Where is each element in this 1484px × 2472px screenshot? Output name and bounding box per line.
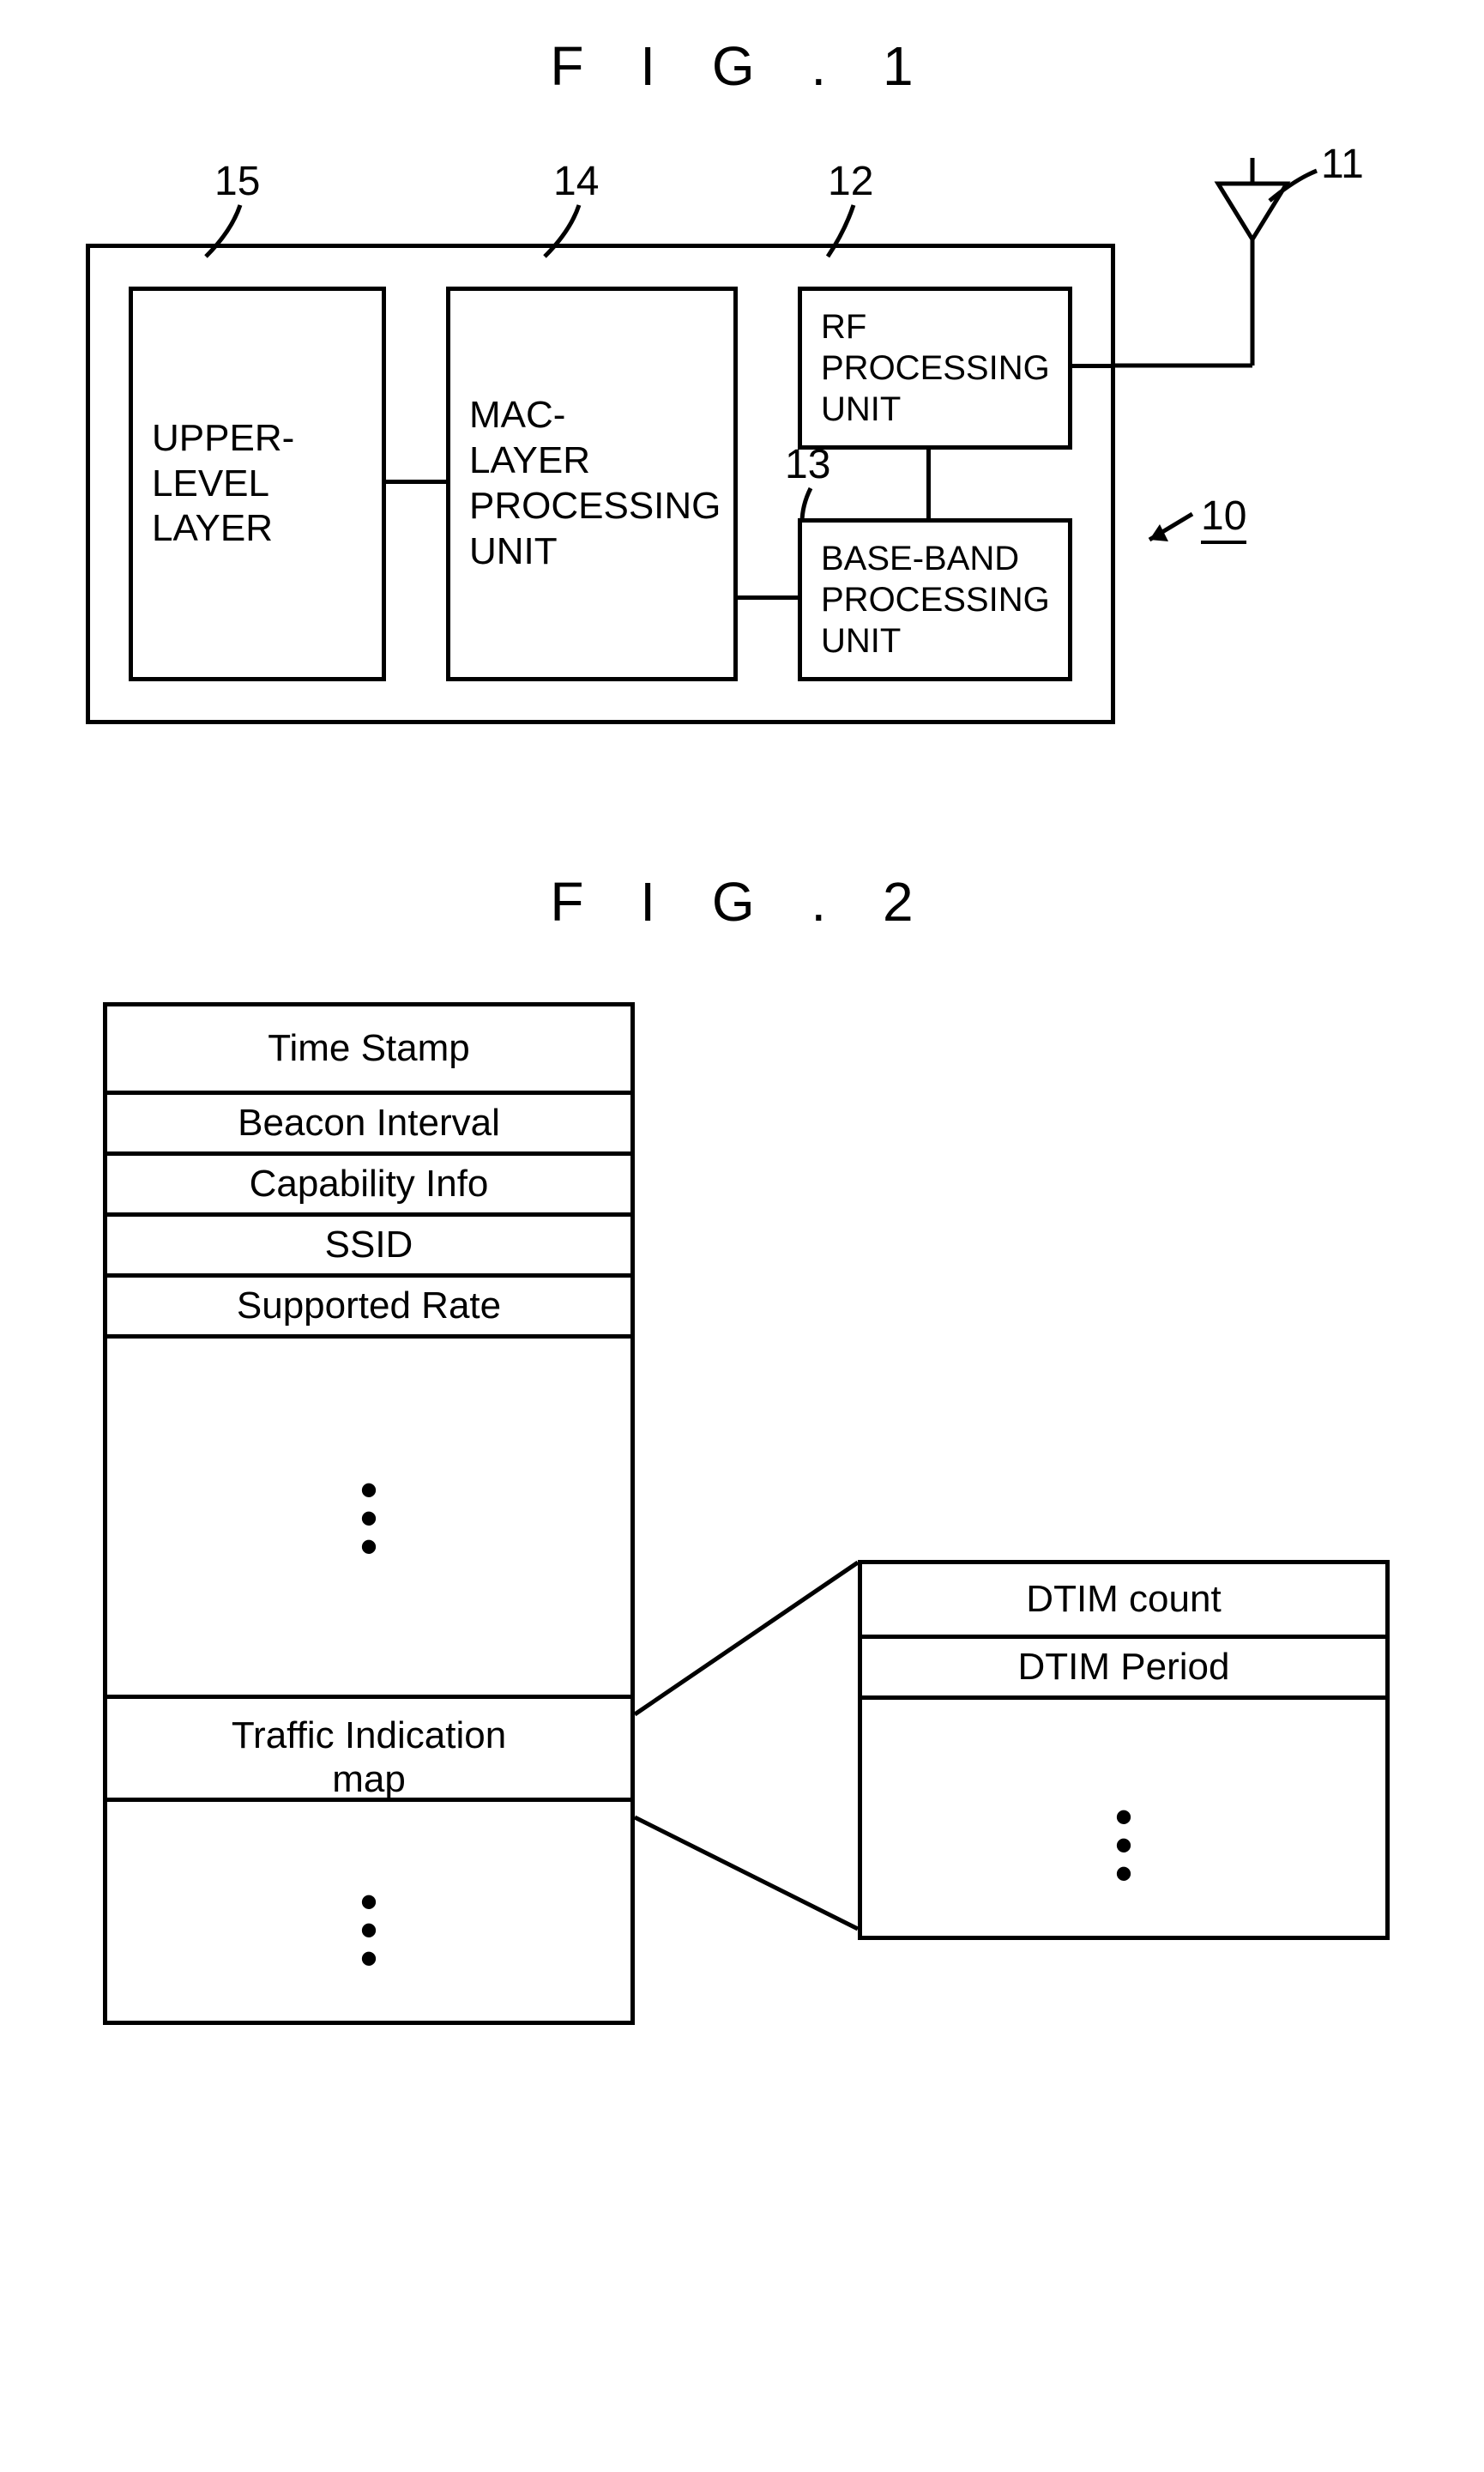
vdots-2: • • •: [107, 1798, 630, 2021]
field-capability: Capability Info: [107, 1151, 630, 1212]
fig2-diagram: Time Stamp Beacon Interval Capability In…: [34, 968, 1450, 2169]
rf-processing-label: RF PROCESSING UNIT: [821, 306, 1050, 430]
field-dtim-period: DTIM Period: [862, 1635, 1385, 1695]
fig2-title: F I G . 2: [34, 870, 1450, 934]
field-supported-rate: Supported Rate: [107, 1273, 630, 1334]
beacon-frame-column: Time Stamp Beacon Interval Capability In…: [103, 1002, 635, 2025]
field-timestamp: Time Stamp: [107, 1006, 630, 1091]
conn-upper-mac: [386, 480, 446, 484]
conn-rf-edge: [1072, 364, 1115, 368]
fig1-diagram: 15 14 12 11 13 10 UPPER- LEVEL LAYER MAC…: [34, 132, 1450, 767]
ref-15: 15: [214, 158, 260, 205]
field-tim: Traffic Indication map: [107, 1695, 630, 1798]
mac-layer-block: MAC- LAYER PROCESSING UNIT: [446, 287, 738, 681]
upper-level-layer-label: UPPER- LEVEL LAYER: [152, 416, 294, 552]
vdots-1: • • •: [107, 1334, 630, 1695]
ref-12: 12: [828, 158, 873, 205]
field-dtim-count: DTIM count: [862, 1564, 1385, 1635]
field-beacon-interval: Beacon Interval: [107, 1091, 630, 1151]
mac-layer-label: MAC- LAYER PROCESSING UNIT: [469, 393, 721, 574]
rf-processing-block: RF PROCESSING UNIT: [798, 287, 1072, 450]
ref-14: 14: [553, 158, 599, 205]
tim-detail-column: DTIM count DTIM Period • • •: [858, 1560, 1390, 1940]
ref-10: 10: [1201, 493, 1246, 540]
ref-11: 11: [1321, 141, 1364, 188]
vdots-3: • • •: [862, 1695, 1385, 1936]
conn-mac-bb: [738, 595, 798, 600]
fig1-title: F I G . 1: [34, 34, 1450, 98]
upper-level-layer-block: UPPER- LEVEL LAYER: [129, 287, 386, 681]
field-ssid: SSID: [107, 1212, 630, 1273]
baseband-processing-label: BASE-BAND PROCESSING UNIT: [821, 538, 1050, 662]
conn-rf-bb: [926, 450, 931, 518]
baseband-processing-block: BASE-BAND PROCESSING UNIT: [798, 518, 1072, 681]
